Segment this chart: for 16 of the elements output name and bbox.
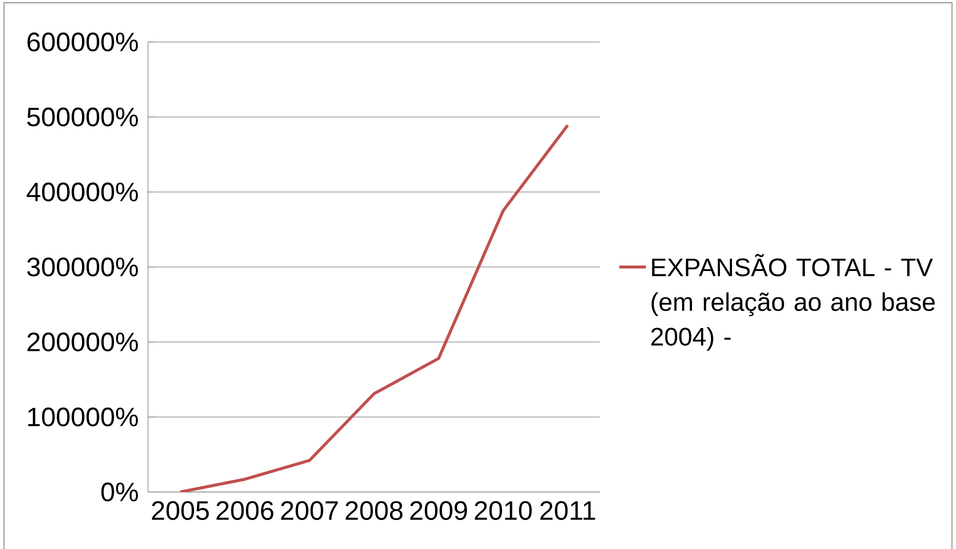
x-tick-label: 2005 (152, 501, 209, 520)
y-tick-label: 500000% (27, 108, 138, 126)
y-tick-label: 100000% (28, 408, 138, 426)
line-series (178, 124, 570, 492)
x-tick-label: 2006 (216, 501, 274, 520)
y-tick-label: 600000% (28, 32, 138, 52)
y-tick-label: 300000% (27, 258, 138, 276)
x-tick-label: 2008 (346, 501, 402, 520)
x-tick-label: 2007 (281, 501, 338, 520)
x-tick-label: 2010 (474, 501, 532, 520)
y-tick-label: 0% (101, 482, 138, 502)
x-tick-label: 2009 (410, 501, 467, 520)
x-tick-label: 2011 (540, 501, 596, 520)
y-tick-label: 400000% (26, 182, 138, 202)
y-tick-label: 200000% (28, 332, 138, 352)
legend-label: EXPANSÃO TOTAL - TV (em relação ao ano base 2004) - (651, 254, 935, 351)
